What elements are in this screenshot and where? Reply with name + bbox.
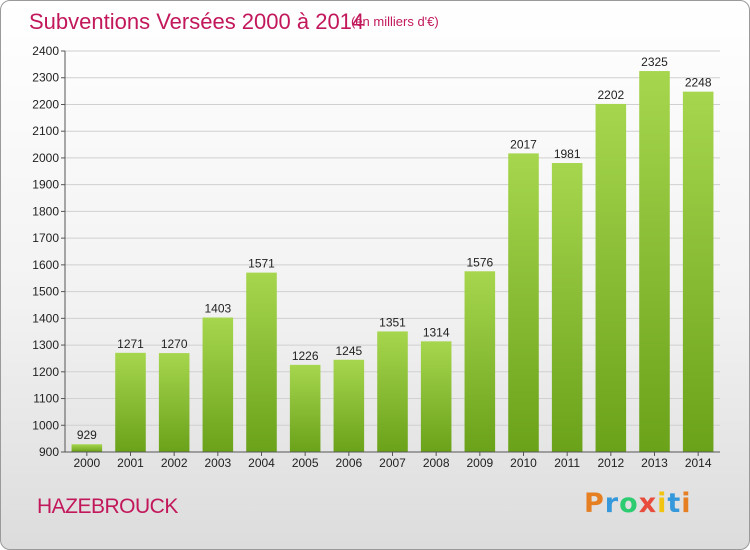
bar-value-label: 2017	[510, 137, 537, 151]
y-tick-label: 2000	[32, 151, 59, 165]
bar-value-label: 1403	[204, 302, 231, 316]
bar-value-label: 2325	[641, 55, 668, 69]
x-tick-label: 2013	[641, 456, 668, 470]
x-tick-label: 2000	[73, 456, 100, 470]
y-tick-label: 1500	[32, 285, 59, 299]
y-tick-label: 1900	[32, 178, 59, 192]
bar-value-label: 1314	[423, 325, 450, 339]
bar	[508, 153, 539, 452]
x-tick-label: 2008	[423, 456, 450, 470]
bars: 929 1271 1270 1403 1571 1226 1245 1351 1314 1576 2…	[71, 55, 714, 453]
bar	[682, 91, 714, 452]
x-tick-label: 2010	[510, 456, 537, 470]
bar-value-label: 1226	[292, 349, 319, 363]
chart-title: Subventions Versées 2000 à 2014	[29, 9, 365, 34]
chart-subtitle: (en milliers d'€)	[351, 14, 439, 29]
proxiti-logo: Proxiti	[584, 488, 692, 519]
y-tick-label: 2400	[32, 44, 59, 58]
y-tick-label: 1100	[33, 392, 59, 406]
x-tick-label: 2012	[597, 456, 624, 470]
x-tick-label: 2005	[292, 456, 319, 470]
bar	[115, 352, 146, 452]
x-tick-label: 2009	[466, 456, 493, 470]
bar-value-label: 2202	[597, 88, 624, 102]
logo-letter: x	[638, 488, 658, 519]
y-tick-label: 1600	[32, 258, 59, 272]
bar	[595, 103, 627, 452]
bar-value-label: 1981	[554, 147, 581, 161]
y-tick-label: 2200	[32, 97, 59, 111]
y-tick-label: 2100	[32, 124, 59, 138]
bar-value-label: 1271	[117, 337, 144, 351]
x-tick-label: 2007	[379, 456, 406, 470]
bar	[464, 271, 496, 452]
axes: 900 1000 1100 1200 1300 1400 1500 1600 1700 1800 1…	[32, 44, 720, 470]
bar-value-label: 1270	[161, 337, 188, 351]
logo-letter: i	[681, 488, 692, 519]
bar	[71, 444, 103, 452]
bar	[246, 272, 277, 452]
x-tick-label: 2002	[161, 456, 188, 470]
x-tick-label: 2011	[554, 456, 580, 470]
x-tick-label: 2006	[335, 456, 362, 470]
bar	[202, 317, 234, 452]
bar-value-label: 1351	[379, 315, 406, 329]
bar	[289, 364, 321, 452]
place-name: HAZEBROUCK	[37, 495, 178, 518]
y-tick-label: 1400	[32, 311, 59, 325]
bar	[158, 353, 190, 452]
y-tick-label: 1800	[32, 204, 59, 218]
y-tick-label: 900	[39, 445, 59, 459]
y-tick-label: 2300	[32, 71, 59, 85]
logo-letter: r	[604, 488, 620, 519]
bar	[420, 341, 452, 452]
bar-value-label: 929	[77, 428, 97, 442]
bar-value-label: 1245	[335, 344, 362, 358]
logo-letter: t	[667, 488, 682, 519]
x-tick-label: 2001	[117, 456, 144, 470]
x-tick-label: 2014	[685, 456, 712, 470]
bar-value-label: 1576	[466, 255, 493, 269]
x-tick-label: 2004	[248, 456, 275, 470]
logo-letter: o	[619, 488, 639, 519]
bar	[551, 163, 583, 452]
bar-value-label: 1571	[248, 257, 275, 271]
y-tick-label: 1300	[32, 338, 59, 352]
bar	[639, 71, 670, 453]
bar-value-label: 2248	[685, 76, 712, 90]
y-tick-label: 1200	[32, 365, 59, 379]
logo-letter: P	[584, 488, 605, 519]
bar	[377, 331, 408, 452]
bar	[333, 359, 365, 452]
y-tick-label: 1000	[32, 418, 59, 432]
y-tick-label: 1700	[32, 231, 59, 245]
x-tick-label: 2003	[204, 456, 231, 470]
logo-letter: i	[657, 488, 668, 519]
